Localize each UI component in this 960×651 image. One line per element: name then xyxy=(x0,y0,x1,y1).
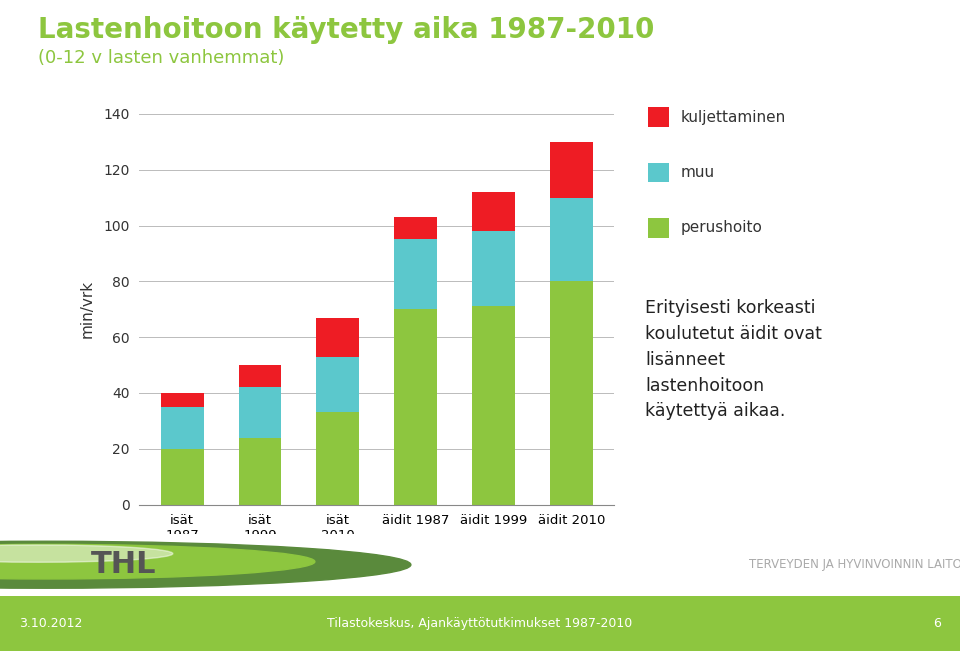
Circle shape xyxy=(0,545,173,562)
Bar xyxy=(472,231,515,307)
Text: (0-12 v lasten vanhemmat): (0-12 v lasten vanhemmat) xyxy=(38,49,285,67)
Text: kuljettaminen: kuljettaminen xyxy=(681,109,786,125)
Bar xyxy=(239,437,281,505)
Bar xyxy=(395,240,437,309)
Bar xyxy=(160,407,204,449)
Bar xyxy=(472,307,515,505)
Y-axis label: min/vrk: min/vrk xyxy=(80,280,95,339)
Text: muu: muu xyxy=(681,165,715,180)
Text: Lastenhoitoon käytetty aika 1987-2010: Lastenhoitoon käytetty aika 1987-2010 xyxy=(38,16,655,44)
Bar xyxy=(550,198,593,281)
Bar xyxy=(317,413,359,505)
Text: 3.10.2012: 3.10.2012 xyxy=(19,617,83,630)
Bar xyxy=(160,449,204,505)
Text: TERVEYDEN JA HYVINVOINNIN LAITOS: TERVEYDEN JA HYVINVOINNIN LAITOS xyxy=(749,559,960,571)
Text: Tilastokeskus, Ajankäyttötutkimukset 1987-2010: Tilastokeskus, Ajankäyttötutkimukset 198… xyxy=(327,617,633,630)
Text: 6: 6 xyxy=(933,617,941,630)
Bar xyxy=(472,192,515,231)
Text: Erityisesti korkeasti
koulutetut äidit ovat
lisänneet
lastenhoitoon
käytettyä ai: Erityisesti korkeasti koulutetut äidit o… xyxy=(645,299,822,421)
Bar xyxy=(395,217,437,240)
Bar xyxy=(317,318,359,357)
Bar xyxy=(239,365,281,387)
Circle shape xyxy=(0,541,411,589)
Bar xyxy=(550,281,593,505)
Bar xyxy=(317,357,359,413)
Bar xyxy=(239,387,281,437)
Bar xyxy=(160,393,204,407)
Circle shape xyxy=(0,544,315,579)
Bar xyxy=(395,309,437,505)
Text: perushoito: perushoito xyxy=(681,220,762,236)
Bar xyxy=(550,142,593,198)
Text: THL: THL xyxy=(91,550,156,579)
